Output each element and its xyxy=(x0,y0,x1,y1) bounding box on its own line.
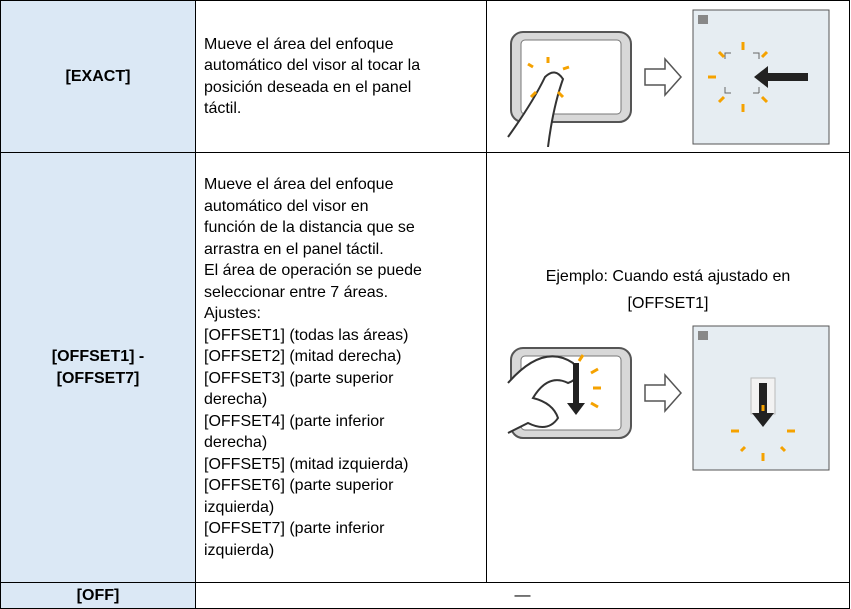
text-line: izquierda) xyxy=(204,498,275,516)
text-line: El área de operación se puede xyxy=(204,262,422,279)
illustration xyxy=(507,325,830,470)
text-line: seleccionar entre 7 áreas. xyxy=(204,283,389,301)
text-line: [OFFSET3] (parte superior xyxy=(204,369,394,387)
row: [OFFSET1] - [OFFSET7] Mueve el área del e… xyxy=(0,152,850,583)
row: [EXACT] Mueve el área del enfoque automát… xyxy=(0,0,850,153)
text-line: [OFFSET7] (parte inferior xyxy=(204,520,385,537)
text-line: Ajustes: xyxy=(204,305,261,322)
text-line: [OFFSET2] (mitad derecha) xyxy=(204,348,402,365)
illustration xyxy=(507,9,830,147)
text-line: automático del visor al tocar la xyxy=(204,57,421,74)
row-description: Mueve el área del enfoque automático del … xyxy=(195,0,487,153)
row-label: [EXACT] xyxy=(0,0,196,153)
text-line: [OFFSET7] xyxy=(56,369,140,387)
text-line: izquierda) xyxy=(204,541,275,559)
text-line: [OFFSET1] (todas las áreas) xyxy=(204,326,409,344)
text-line: posición deseada en el panel xyxy=(204,78,412,96)
text-line: [OFFSET6] (parte superior xyxy=(204,477,394,494)
text-line: derecha) xyxy=(204,434,268,451)
row-description: — xyxy=(195,582,850,609)
row-description: Mueve el área del enfoque automático del … xyxy=(195,152,487,583)
text-line: [OFFSET5] (mitad izquierda) xyxy=(204,455,409,473)
text-line: táctil. xyxy=(204,100,242,117)
text-line: [OFFSET1] - xyxy=(51,348,145,365)
text-line: arrastra en el panel táctil. xyxy=(204,240,384,258)
text-line: [OFFSET4] (parte inferior xyxy=(204,412,385,430)
illustration-cell: Ejemplo: Cuando está ajustado en [OFFSET1… xyxy=(486,152,850,583)
text-line: Ejemplo: Cuando está ajustado en xyxy=(545,267,791,285)
text-line: [OFFSET1] xyxy=(627,294,709,312)
text-line: automático del visor en xyxy=(204,197,369,215)
row-label: [OFFSET1] - [OFFSET7] xyxy=(0,152,196,583)
text-line: Mueve el área del enfoque xyxy=(204,35,394,53)
row: [OFF] — xyxy=(0,582,850,609)
text-line: Mueve el área del enfoque xyxy=(204,176,394,193)
text-line: derecha) xyxy=(204,391,268,408)
illustration-cell xyxy=(486,0,850,153)
row-label: [OFF] xyxy=(0,582,196,609)
caption: Ejemplo: Cuando está ajustado en [OFFSET1… xyxy=(487,263,849,317)
text-line: función de la distancia que se xyxy=(204,219,415,236)
